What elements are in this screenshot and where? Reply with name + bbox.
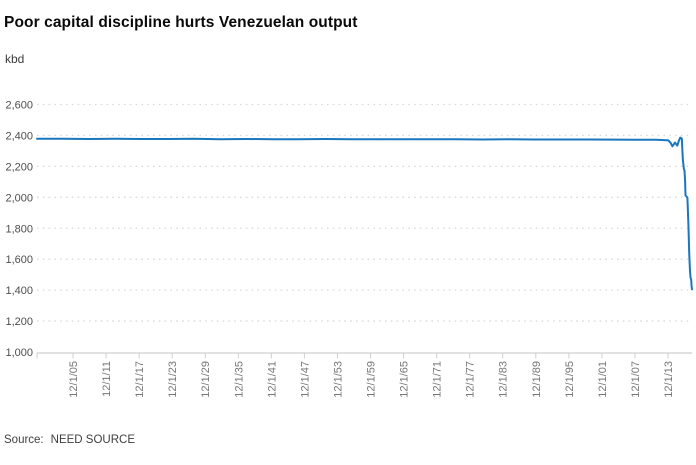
x-tick-label: 12/1/47 <box>299 361 311 398</box>
source-value: NEED SOURCE <box>50 434 135 446</box>
line-series <box>36 136 693 291</box>
x-tick-label: 12/1/17 <box>134 361 146 398</box>
x-tick-label: 12/1/13 <box>663 361 675 398</box>
x-tick-label: 12/1/01 <box>597 361 609 398</box>
y-tick-label: 1,000 <box>5 347 33 359</box>
x-tick-label: 12/1/77 <box>465 361 477 398</box>
chart-title: Poor capital discipline hurts Venezuelan… <box>4 14 358 31</box>
y-tick-label: 2,600 <box>5 100 33 112</box>
x-tick-label: 12/1/89 <box>531 361 543 398</box>
y-tick-label: 1,200 <box>5 316 33 328</box>
x-tick-label: 12/1/53 <box>332 361 344 398</box>
x-tick-label: 12/1/95 <box>564 361 576 398</box>
y-axis-unit-label: kbd <box>5 52 25 66</box>
x-tick-label: 12/1/35 <box>233 361 245 398</box>
x-tick-label: 12/1/23 <box>167 361 179 398</box>
y-tick-label: 2,200 <box>5 161 33 173</box>
source-label: Source: <box>4 434 44 446</box>
x-tick-label: 12/1/59 <box>366 361 378 398</box>
source-note: Source: NEED SOURCE <box>4 434 135 446</box>
x-tick-label: 12/1/65 <box>399 361 411 398</box>
y-tick-label: 1,800 <box>5 223 33 235</box>
x-tick-label: 12/1/41 <box>266 361 278 398</box>
x-tick-label: 12/1/83 <box>498 361 510 398</box>
x-tick-label: 12/1/05 <box>68 361 80 398</box>
x-tick-label: 12/1/07 <box>630 361 642 398</box>
x-tick-label: 12/1/71 <box>432 361 444 398</box>
x-tick-label: 12/1/29 <box>200 361 212 398</box>
y-tick-label: 2,400 <box>5 130 33 142</box>
y-tick-label: 1,600 <box>5 254 33 266</box>
y-tick-label: 2,000 <box>5 192 33 204</box>
y-tick-label: 1,400 <box>5 285 33 297</box>
x-tick-label: 12/1/11 <box>101 361 113 397</box>
